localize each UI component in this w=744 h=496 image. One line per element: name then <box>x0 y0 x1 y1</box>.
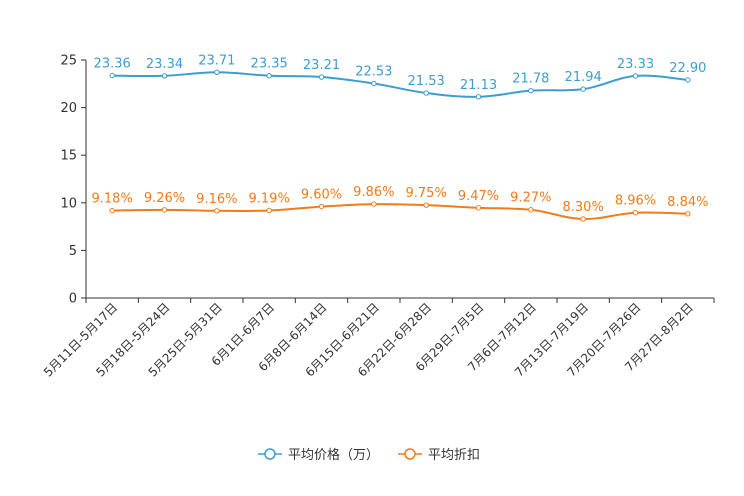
data-label: 9.27% <box>510 191 551 206</box>
data-label: 9.26% <box>144 191 185 206</box>
data-point[interactable] <box>580 216 586 222</box>
data-point[interactable] <box>318 203 325 210</box>
data-point[interactable] <box>580 86 586 92</box>
data-point[interactable] <box>371 201 377 207</box>
data-label: 21.13 <box>460 78 497 93</box>
data-point[interactable] <box>161 73 168 79</box>
data-label: 23.35 <box>251 57 288 72</box>
data-label: 23.34 <box>146 57 183 72</box>
data-point[interactable] <box>632 73 639 79</box>
y-tick-label: 15 <box>60 149 77 164</box>
y-tick-label: 5 <box>69 244 77 259</box>
data-point[interactable] <box>685 211 691 217</box>
series-line <box>112 203 688 220</box>
axes <box>85 60 714 299</box>
legend[interactable]: 平均价格（万） 平均折扣 <box>258 447 480 463</box>
series-2: 9.18% 9.26% 9.16% 9.19% 9.60% 9.86% 9.75% 9.47%… <box>92 185 708 222</box>
data-point[interactable] <box>318 74 325 80</box>
data-label: 9.18% <box>92 192 133 207</box>
data-label: 23.21 <box>303 58 340 73</box>
data-label: 9.16% <box>196 192 237 207</box>
data-point[interactable] <box>475 94 482 100</box>
data-label: 22.90 <box>669 61 706 76</box>
data-point[interactable] <box>161 207 168 213</box>
y-axis-ticks: 0 5 10 15 20 25 <box>60 54 86 307</box>
data-label: 8.30% <box>563 200 604 215</box>
series-group: 23.36 23.34 23.71 23.35 23.21 22.53 21.53 21.13… <box>92 53 708 222</box>
legend-label: 平均价格（万） <box>288 447 379 463</box>
data-point[interactable] <box>632 210 639 216</box>
data-point[interactable] <box>528 87 534 94</box>
y-tick-label: 10 <box>60 196 77 211</box>
data-point[interactable] <box>266 207 272 214</box>
data-label: 9.19% <box>249 192 290 207</box>
legend-item-1[interactable]: 平均价格（万） <box>258 447 379 463</box>
data-point[interactable] <box>109 207 115 214</box>
data-label: 9.86% <box>353 185 394 200</box>
legend-marker-icon <box>404 448 416 460</box>
data-label: 9.75% <box>406 186 447 201</box>
series-1: 23.36 23.34 23.71 23.35 23.21 22.53 21.53 21.13… <box>94 53 706 100</box>
data-point[interactable] <box>214 69 220 75</box>
data-point[interactable] <box>109 72 115 79</box>
data-label: 9.60% <box>301 188 342 203</box>
data-label: 8.84% <box>667 195 708 210</box>
legend-marker-icon <box>264 448 276 460</box>
y-tick-label: 0 <box>69 292 77 307</box>
data-point[interactable] <box>685 77 691 83</box>
y-tick-label: 25 <box>60 54 77 69</box>
data-point[interactable] <box>475 205 482 211</box>
data-label: 23.71 <box>198 53 235 68</box>
data-label: 23.36 <box>94 57 131 72</box>
legend-item-2[interactable]: 平均折扣 <box>398 448 480 463</box>
data-label: 21.94 <box>565 70 602 85</box>
data-label: 21.78 <box>512 72 549 87</box>
data-point[interactable] <box>371 80 377 87</box>
data-point[interactable] <box>266 73 272 79</box>
data-point[interactable] <box>423 202 429 208</box>
data-label: 23.33 <box>617 57 654 72</box>
x-axis-ticks: 5月11日-5月17日5月18日-5月24日5月25日-5月31日6月1日-6月… <box>41 298 715 380</box>
data-label: 21.53 <box>408 74 445 89</box>
data-point[interactable] <box>423 90 429 96</box>
data-label: 8.96% <box>615 194 656 209</box>
data-label: 22.53 <box>355 65 392 80</box>
data-label: 9.47% <box>458 189 499 204</box>
data-point[interactable] <box>528 207 534 213</box>
legend-label: 平均折扣 <box>428 448 480 463</box>
y-tick-label: 20 <box>60 101 77 116</box>
data-point[interactable] <box>214 208 220 214</box>
series-line <box>112 71 688 98</box>
